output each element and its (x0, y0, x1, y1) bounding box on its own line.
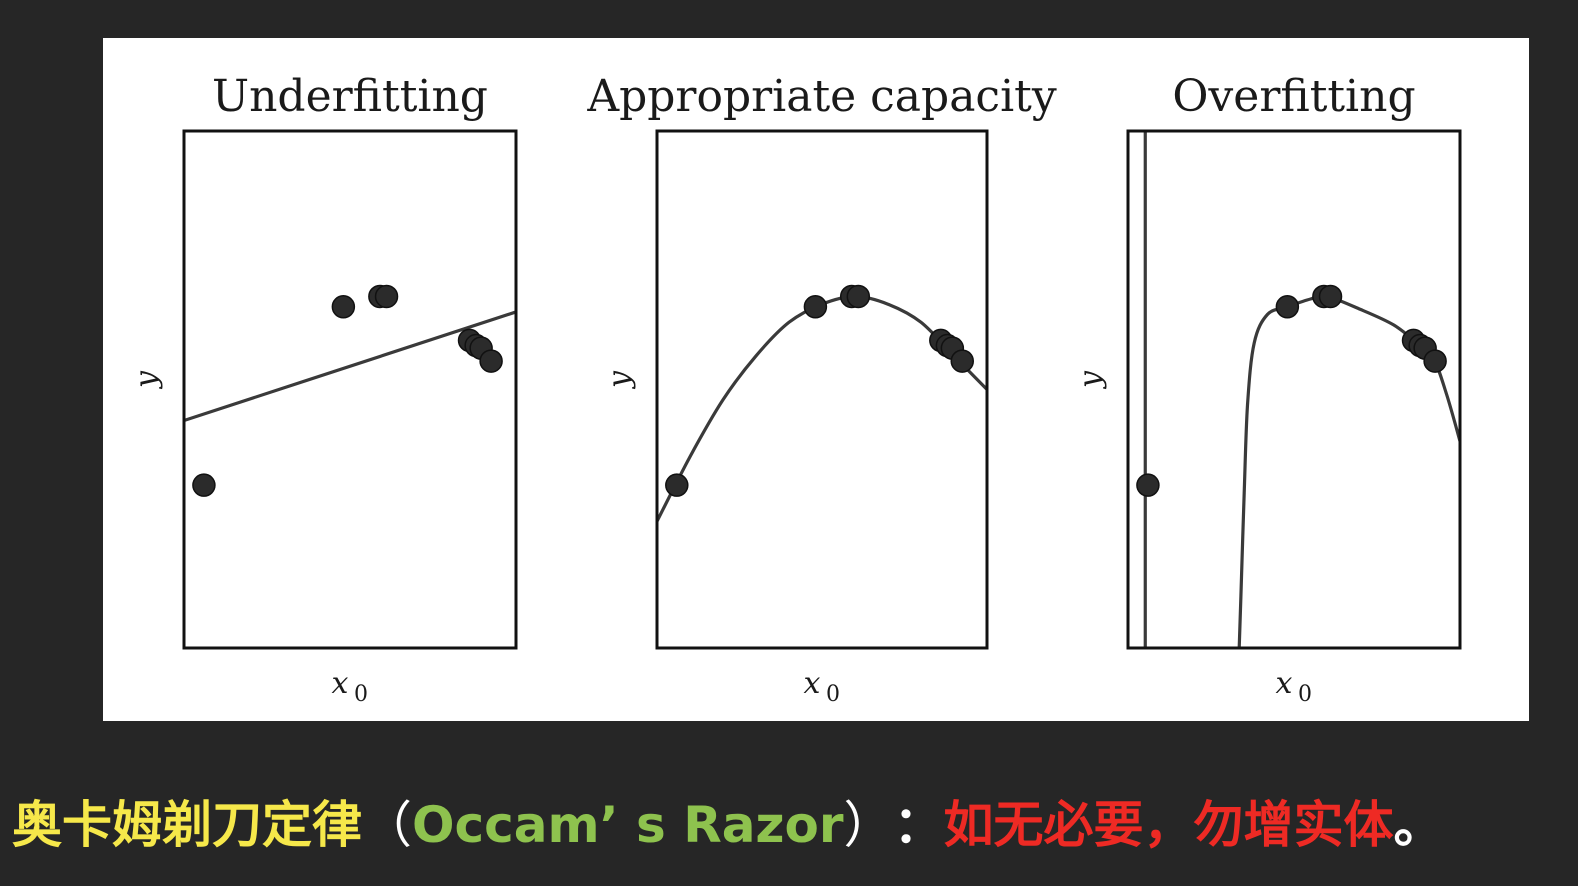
data-point-4 (846, 284, 871, 309)
caption: 奥卡姆剃刀定律（Occam’ s Razor）：如无必要，勿增实体。 (12, 790, 1572, 860)
y-axis-label: y (1073, 370, 1108, 390)
data-point-2 (331, 295, 356, 319)
subplot-title: Appropriate capacity (586, 71, 1057, 122)
data-point-1 (665, 473, 689, 497)
x-axis-label-subscript: 0 (826, 682, 840, 707)
caption-term: 奥卡姆剃刀定律 (12, 796, 362, 854)
y-axis-label: y (129, 370, 164, 390)
plot-frame (1126, 129, 1462, 650)
subplot-3: Overfitting x 0 y (1073, 71, 1462, 707)
subplot-1: Underfitting x 0 y (129, 71, 518, 707)
x-axis-label-subscript: 0 (1298, 682, 1312, 707)
y-axis-label: y (602, 370, 637, 390)
data-point-1 (1136, 473, 1160, 497)
caption-colon: ： (893, 796, 944, 854)
plot-frame (182, 129, 518, 650)
data-point-2 (1275, 295, 1300, 319)
x-axis-label: x (1276, 666, 1293, 701)
x-axis-label-subscript: 0 (354, 682, 368, 707)
x-axis-label: x (332, 666, 349, 701)
data-point-1 (192, 473, 216, 497)
caption-close-paren: ） (843, 796, 894, 854)
data-point-8 (479, 349, 503, 373)
data-point-8 (950, 349, 974, 373)
subplot-title: Overfitting (1172, 71, 1415, 122)
data-point-4 (1318, 284, 1343, 309)
data-point-8 (1423, 349, 1447, 373)
data-point-4 (374, 284, 399, 309)
caption-english-term: Occam’ s Razor (412, 796, 844, 854)
plot-frame (655, 129, 989, 650)
fit-curve-1 (184, 310, 516, 423)
data-point-2 (803, 295, 828, 319)
caption-open-paren: （ (362, 796, 412, 854)
caption-period: 。 (1393, 796, 1444, 854)
x-axis-label: x (804, 666, 821, 701)
subplot-title: Underfitting (212, 71, 488, 122)
subplot-2: Appropriate capacity x 0 y (586, 71, 1057, 707)
caption-principle: 如无必要，勿增实体 (943, 796, 1394, 854)
figure-panel: Underfitting x 0 y Appropriate capacity x 0 y Ov… (103, 38, 1529, 721)
